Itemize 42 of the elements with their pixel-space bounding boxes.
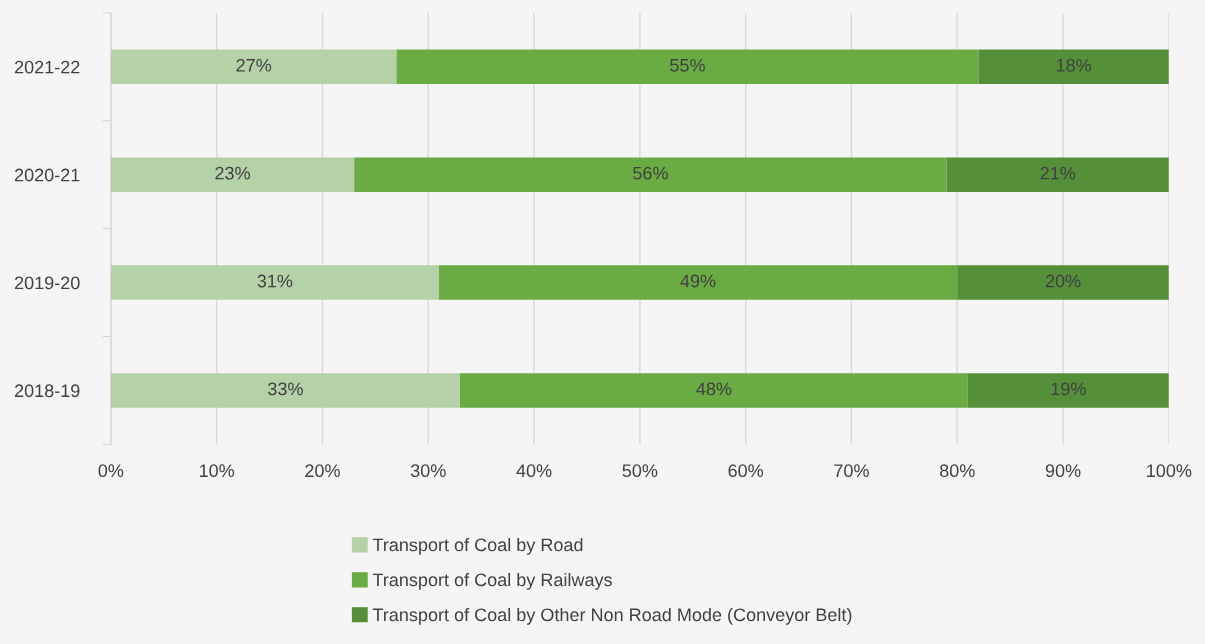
legend-label: Transport of Coal by Railways [372,572,612,590]
x-tick-label: 80% [939,464,975,478]
legend-label: Transport of Coal by Road [372,537,583,555]
x-tick-label: 20% [305,464,340,478]
data-label: 48% [696,382,732,396]
bar [460,373,968,408]
data-label: 18% [1056,58,1092,72]
x-tick-label: 50% [622,464,658,478]
data-label: 21% [1040,166,1076,180]
legend-label: Transport of Coal by Other Non Road Mode (Conveyor Belt) [372,607,852,625]
y-tick-label: 2021-22 [14,60,80,74]
y-tick-label: 2020-21 [14,168,80,182]
x-tick-label: 70% [834,464,869,478]
data-label: 56% [633,166,668,180]
x-tick-label: 100% [1147,464,1192,478]
bar [396,49,979,85]
data-label: 19% [1051,382,1086,396]
bar [957,265,1169,300]
x-tick-label: 10% [199,464,235,478]
x-tick-label: 0% [98,464,124,478]
bar [946,157,1169,192]
bar [110,373,460,408]
bar [978,49,1169,85]
y-tick-label: 2019-20 [14,276,80,290]
data-label: 23% [215,166,250,180]
y-tick-label: 2018-19 [14,384,80,398]
data-label: 33% [268,382,303,396]
bar [110,157,355,192]
bar [110,49,397,85]
data-label: 49% [680,274,716,288]
data-label: 31% [257,274,293,288]
x-tick-label: 30% [410,464,446,478]
data-label: 55% [670,58,705,72]
bar [354,157,947,192]
bar [438,265,958,300]
x-tick-label: 60% [728,464,764,478]
bar [110,265,439,300]
data-label: 20% [1045,274,1081,288]
data-label: 27% [236,58,272,72]
x-tick-label: 40% [516,464,552,478]
bar [967,373,1169,408]
x-tick-label: 90% [1045,464,1081,478]
